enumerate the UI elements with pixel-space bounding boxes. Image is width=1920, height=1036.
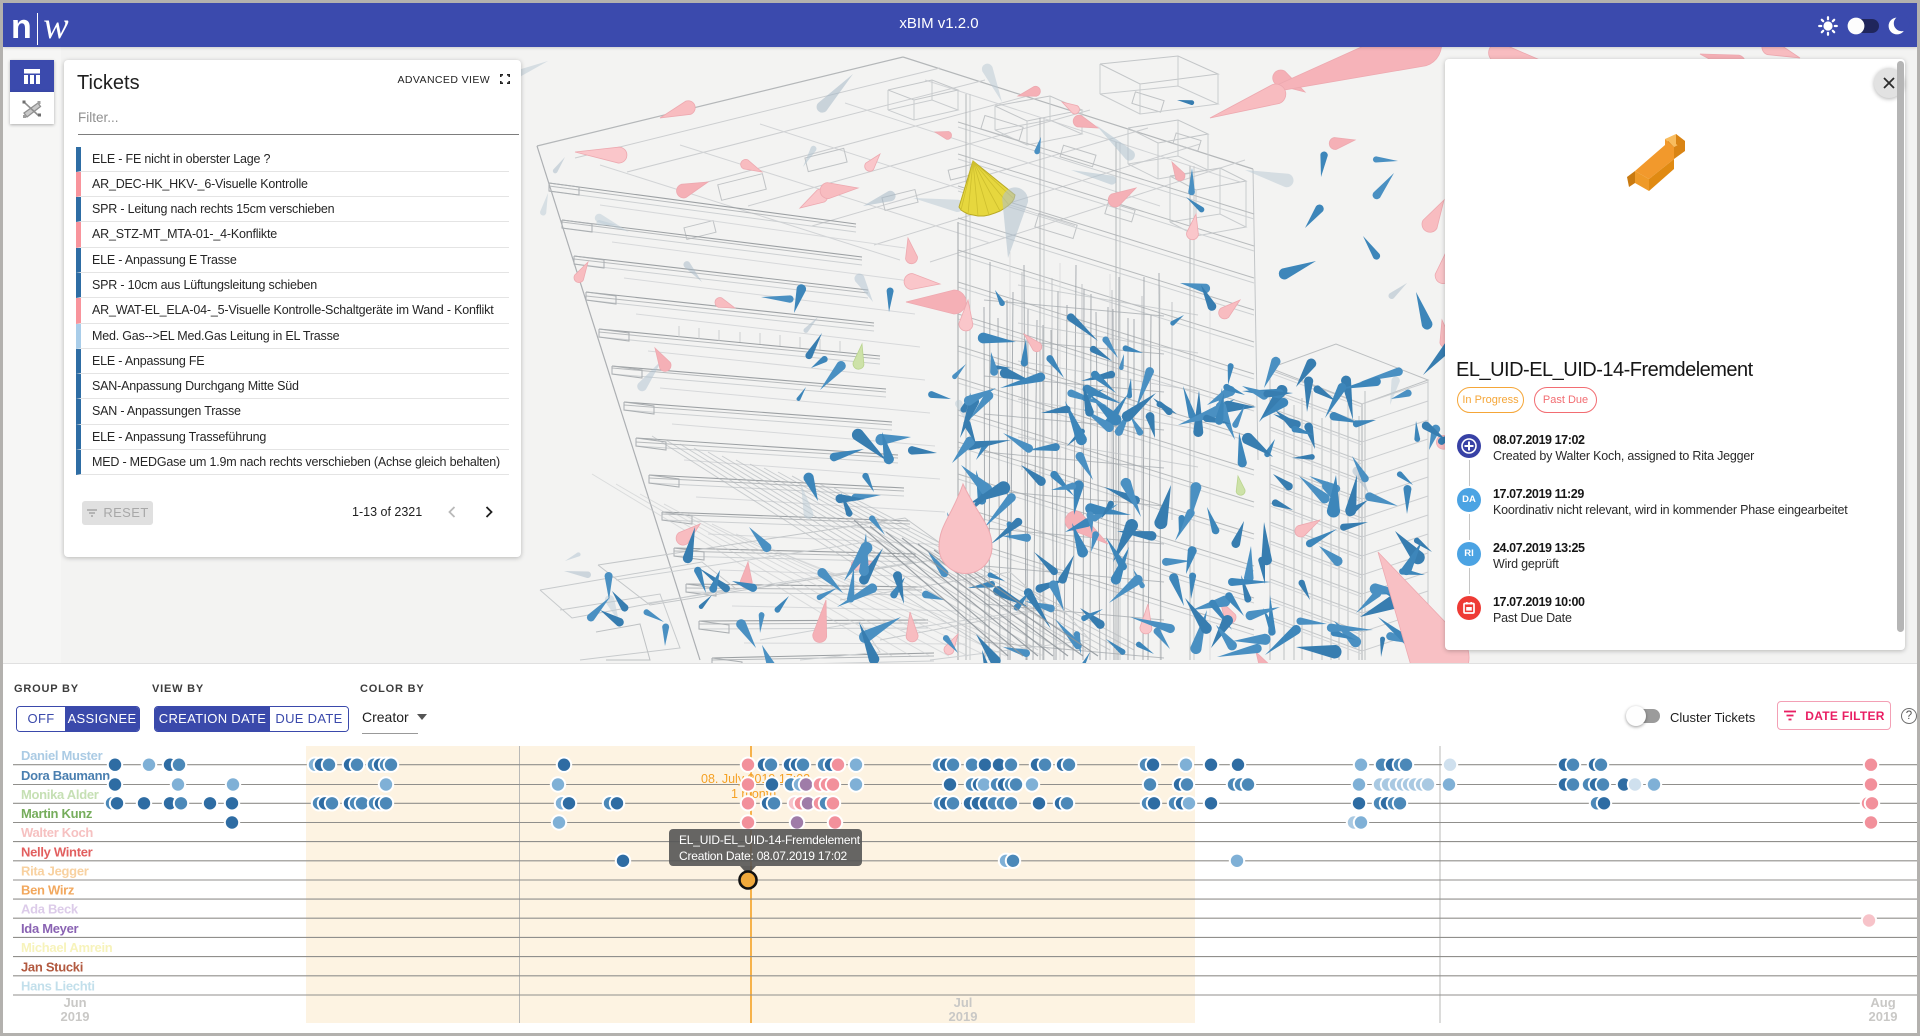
- svg-text:Jan Stucki: Jan Stucki: [21, 959, 83, 974]
- svg-text:2019: 2019: [1869, 1009, 1898, 1024]
- svg-text:Nelly Winter: Nelly Winter: [21, 844, 93, 859]
- svg-text:Ben Wirz: Ben Wirz: [21, 883, 75, 898]
- svg-text:Walter Koch: Walter Koch: [21, 825, 93, 840]
- svg-text:Michael Amrein: Michael Amrein: [21, 940, 113, 955]
- svg-text:Daniel Muster: Daniel Muster: [21, 748, 103, 763]
- svg-text:Rita Jegger: Rita Jegger: [21, 864, 89, 879]
- svg-text:Dora Baumann: Dora Baumann: [21, 768, 110, 783]
- svg-text:08. July 2019 17:02: 08. July 2019 17:02: [701, 772, 810, 786]
- svg-text:Creation Date: 08.07.2019 17:0: Creation Date: 08.07.2019 17:02: [679, 849, 847, 863]
- svg-text:Martin Kunz: Martin Kunz: [21, 806, 93, 821]
- svg-text:Jul: Jul: [954, 995, 973, 1010]
- svg-text:Ada Beck: Ada Beck: [21, 902, 79, 917]
- svg-text:Monika Alder: Monika Alder: [21, 787, 99, 802]
- svg-text:2019: 2019: [949, 1009, 978, 1024]
- svg-text:EL_UID-EL_UID-14-Fremdelement: EL_UID-EL_UID-14-Fremdelement: [679, 833, 861, 847]
- svg-text:Ida Meyer: Ida Meyer: [21, 921, 79, 936]
- svg-text:Jun: Jun: [63, 995, 86, 1010]
- svg-text:Aug: Aug: [1870, 995, 1895, 1010]
- svg-text:Hans Liechti: Hans Liechti: [21, 979, 95, 994]
- svg-text:2019: 2019: [61, 1009, 90, 1024]
